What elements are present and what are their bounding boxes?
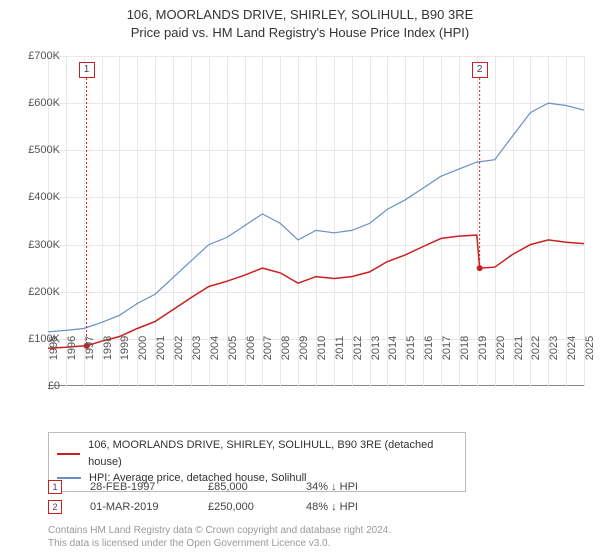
sale-date: 01-MAR-2019 (90, 501, 180, 513)
x-tick-label: 1996 (66, 336, 78, 360)
sale-row: 2 01-MAR-2019 £250,000 48% ↓ HPI (48, 500, 358, 514)
x-tick-label: 2003 (191, 336, 203, 360)
legend-item: 106, MOORLANDS DRIVE, SHIRLEY, SOLIHULL,… (57, 437, 457, 470)
x-tick-label: 2000 (137, 336, 149, 360)
sale-row: 1 28-FEB-1997 £85,000 34% ↓ HPI (48, 480, 358, 494)
title-line2: Price paid vs. HM Land Registry's House … (0, 24, 600, 42)
footer-line2: This data is licensed under the Open Gov… (48, 537, 391, 550)
series-property (48, 235, 584, 348)
sale-marker-1: 1 (79, 62, 95, 78)
y-tick-label: £0 (48, 380, 60, 392)
x-tick-label: 2002 (173, 336, 185, 360)
sale-date: 28-FEB-1997 (90, 481, 180, 493)
x-tick-label: 2001 (155, 336, 167, 360)
legend-label: 106, MOORLANDS DRIVE, SHIRLEY, SOLIHULL,… (88, 437, 457, 470)
sale-marker-icon: 2 (48, 500, 62, 514)
x-tick-label: 1997 (84, 336, 96, 360)
x-tick-label: 2010 (316, 336, 328, 360)
legend-swatch (57, 477, 81, 479)
y-tick-label: £300K (28, 239, 60, 251)
x-tick-label: 2025 (584, 336, 596, 360)
sale-marker-2: 2 (472, 62, 488, 78)
x-tick-label: 2009 (298, 336, 310, 360)
sale-price: £85,000 (208, 481, 278, 493)
x-tick-label: 2008 (280, 336, 292, 360)
x-tick-label: 2004 (209, 336, 221, 360)
x-tick-label: 2006 (245, 336, 257, 360)
x-tick-label: 2017 (441, 336, 453, 360)
sale-pct: 48% ↓ HPI (306, 501, 358, 513)
legend-swatch (57, 453, 80, 455)
sale-marker-icon: 1 (48, 480, 62, 494)
sale-pct: 34% ↓ HPI (306, 481, 358, 493)
y-tick-label: £400K (28, 191, 60, 203)
x-tick-label: 2007 (262, 336, 274, 360)
chart-container: 106, MOORLANDS DRIVE, SHIRLEY, SOLIHULL,… (0, 0, 600, 560)
x-tick-label: 2012 (352, 336, 364, 360)
y-tick-label: £700K (28, 50, 60, 62)
y-tick-label: £200K (28, 286, 60, 298)
x-tick-label: 2022 (530, 336, 542, 360)
y-tick-label: £600K (28, 97, 60, 109)
title-line1: 106, MOORLANDS DRIVE, SHIRLEY, SOLIHULL,… (0, 6, 600, 24)
footer: Contains HM Land Registry data © Crown c… (48, 524, 391, 550)
x-tick-label: 1998 (102, 336, 114, 360)
x-tick-label: 1999 (119, 336, 131, 360)
x-tick-label: 2013 (370, 336, 382, 360)
x-tick-label: 2024 (566, 336, 578, 360)
x-tick-label: 1995 (48, 336, 60, 360)
x-tick-label: 2016 (423, 336, 435, 360)
sales-table: 1 28-FEB-1997 £85,000 34% ↓ HPI 2 01-MAR-2019… (48, 480, 358, 520)
series-hpi (48, 103, 584, 332)
x-tick-label: 2018 (459, 336, 471, 360)
x-tick-label: 2005 (227, 336, 239, 360)
x-tick-label: 2020 (495, 336, 507, 360)
title-block: 106, MOORLANDS DRIVE, SHIRLEY, SOLIHULL,… (0, 0, 600, 42)
y-tick-label: £500K (28, 144, 60, 156)
x-tick-label: 2011 (334, 336, 346, 360)
x-tick-label: 2023 (548, 336, 560, 360)
x-tick-label: 2021 (513, 336, 525, 360)
x-tick-label: 2014 (387, 336, 399, 360)
footer-line1: Contains HM Land Registry data © Crown c… (48, 524, 391, 537)
x-tick-label: 2015 (405, 336, 417, 360)
x-tick-label: 2019 (477, 336, 489, 360)
sale-price: £250,000 (208, 501, 278, 513)
